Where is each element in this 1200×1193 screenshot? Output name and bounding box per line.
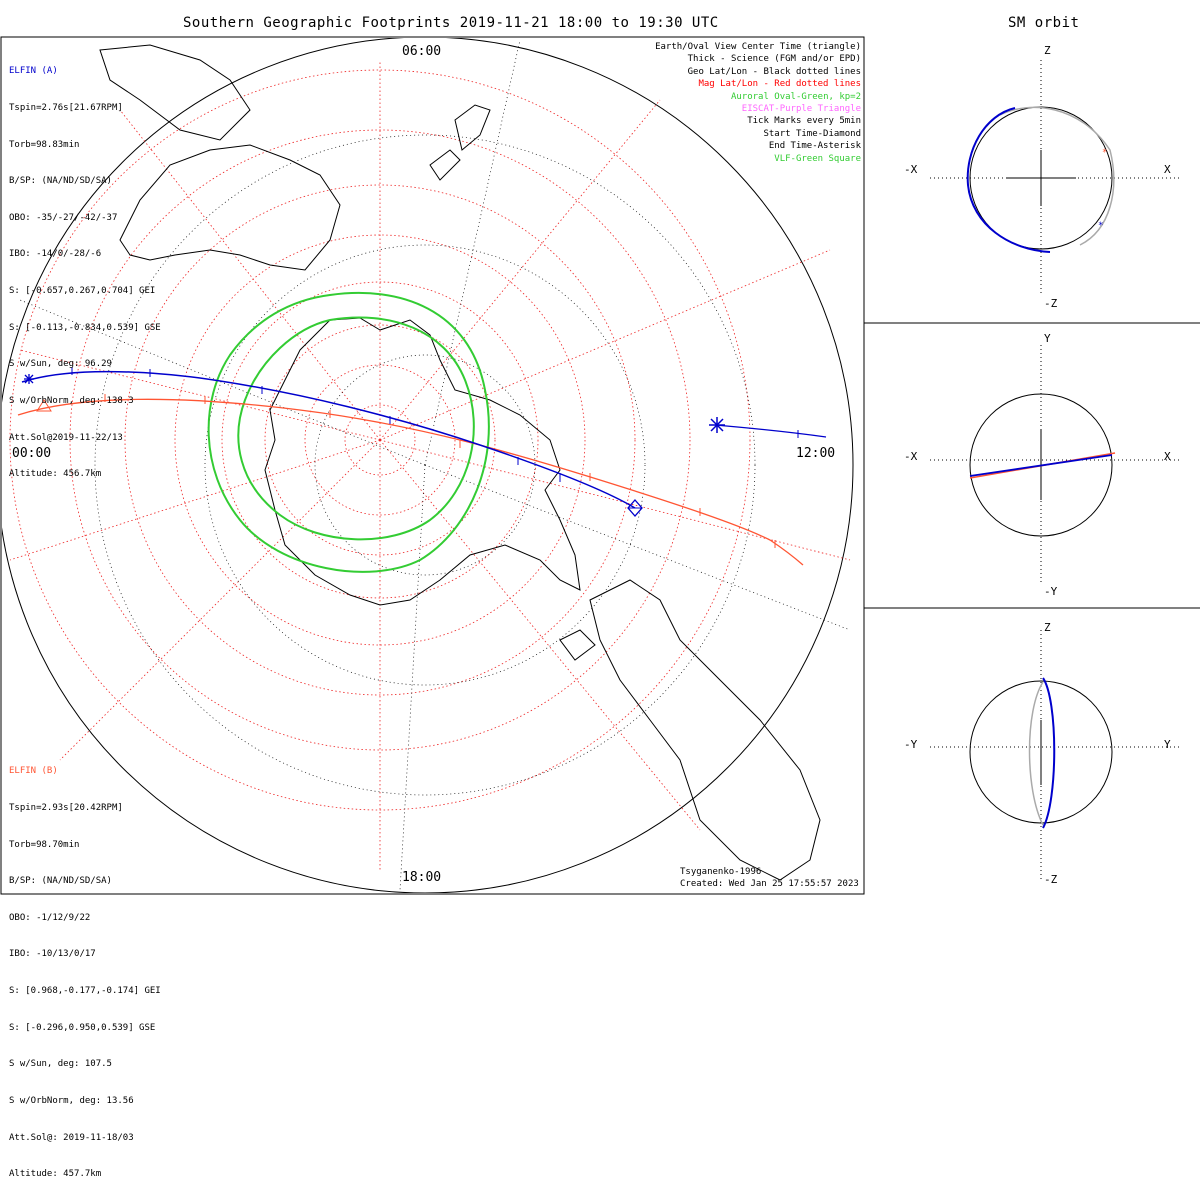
- legend-item: Thick - Science (FGM and/or EPD): [687, 54, 861, 65]
- elfin-a-info: ELFIN (A) Tspin=2.76s[21.67RPM] Torb=98.…: [9, 41, 161, 493]
- legend-item: Tick Marks every 5min: [747, 116, 861, 127]
- clock-label-top: 06:00: [402, 44, 442, 59]
- clock-label-bottom: 18:00: [402, 870, 442, 885]
- credit-created: Created: Wed Jan 25 17:55:57 2023: [680, 879, 859, 889]
- elfin-a-line: Torb=98.83min: [9, 139, 80, 150]
- map-title: Southern Geographic Footprints 2019-11-2…: [183, 15, 719, 31]
- p3-left-label: -Y: [904, 738, 918, 751]
- elfin-b-line: Torb=98.70min: [9, 839, 80, 850]
- p3-top-label: Z: [1044, 621, 1051, 634]
- legend-item: Start Time-Diamond: [763, 128, 861, 139]
- sm-orbit-panel-2: [930, 345, 1180, 585]
- sm-orbit-panel-1: * *: [930, 60, 1180, 295]
- p2-top-label: Y: [1044, 332, 1051, 345]
- elfin-b-line: S: [-0.296,0.950,0.539] GSE: [9, 1022, 156, 1033]
- elfin-a-line: S: [-0.113,-0.834,0.539] GSE: [9, 322, 161, 333]
- p2-left-label: -X: [904, 450, 918, 463]
- p1-bottom-label: -Z: [1044, 297, 1058, 310]
- elfin-b-line: IBO: -10/13/0/17: [9, 949, 96, 960]
- map-frame: [0, 36, 865, 895]
- p3-bottom-label: -Z: [1044, 873, 1058, 886]
- elfin-b-line: OBO: -1/12/9/22: [9, 912, 91, 923]
- p1-right-label: X: [1164, 163, 1171, 176]
- elfin-a-line: S w/Sun, deg: 96.29: [9, 359, 112, 370]
- p2-bottom-label: -Y: [1044, 585, 1058, 598]
- auroral-oval: [207, 291, 490, 573]
- p2-right-label: X: [1164, 450, 1171, 463]
- legend-item: Earth/Oval View Center Time (triangle): [655, 42, 861, 52]
- elfin-a-line: S w/OrbNorm, deg: 138.3: [9, 395, 134, 406]
- elfin-a-line: IBO: -14/0/-28/-6: [9, 249, 102, 260]
- elfin-b-center-triangle: [36, 399, 52, 412]
- elfin-a-track: [21, 370, 636, 509]
- elfin-b-line: Tspin=2.93s[20.42RPM]: [9, 803, 123, 814]
- elfin-b-line: S w/OrbNorm, deg: 13.56: [9, 1095, 134, 1106]
- svg-text:*: *: [1098, 221, 1103, 231]
- elfin-a-line: Altitude: 456.7km: [9, 469, 102, 480]
- legend-item: Mag Lat/Lon - Red dotted lines: [698, 79, 861, 90]
- sm-orbit-panel-3: [930, 630, 1180, 880]
- elfin-b-line: S w/Sun, deg: 107.5: [9, 1059, 112, 1070]
- elfin-a-line: Tspin=2.76s[21.67RPM]: [9, 103, 123, 114]
- end-asterisk: [709, 417, 725, 433]
- elfin-b-ticks: [104, 394, 776, 548]
- elfin-a-name: ELFIN (A): [9, 66, 58, 77]
- coastlines: [99, 44, 821, 881]
- elfin-a-track-2: [714, 424, 827, 438]
- elfin-a-line: Att.Sol@2019-11-22/13: [9, 432, 123, 443]
- svg-text:*: *: [1102, 148, 1107, 158]
- elfin-b-track: [17, 398, 804, 566]
- start-diamond: [627, 499, 643, 517]
- start-asterisk-a: [24, 374, 34, 384]
- clock-label-left: 00:00: [12, 446, 52, 461]
- elfin-b-line: Att.Sol@: 2019-11-18/03: [9, 1132, 134, 1143]
- legend: Earth/Oval View Center Time (triangle) T…: [655, 41, 861, 165]
- legend-item: VLF-Green Square: [774, 153, 861, 164]
- mag-lon-grid: [9, 60, 851, 870]
- elfin-a-line: OBO: -35/-27/-42/-37: [9, 212, 118, 223]
- sm-orbit-title: SM orbit: [1008, 15, 1080, 31]
- credit-model: Tsyganenko-1996: [680, 867, 762, 877]
- elfin-a-ticks: [71, 367, 799, 482]
- elfin-b-name: ELFIN (B): [9, 766, 58, 777]
- mag-lat-grid: [9, 69, 751, 811]
- legend-item: Geo Lat/Lon - Black dotted lines: [687, 66, 861, 77]
- elfin-b-line: S: [0.968,-0.177,-0.174] GEI: [9, 986, 161, 997]
- legend-item: EISCAT-Purple Triangle: [741, 104, 861, 115]
- elfin-b-line: B/SP: (NA/ND/SD/SA): [9, 876, 112, 887]
- earth-limb: [2, 38, 854, 893]
- legend-item: End Time-Asterisk: [768, 141, 861, 152]
- legend-item: Auroral Oval-Green, kp=2: [730, 91, 861, 102]
- p3-right-label: Y: [1164, 738, 1171, 751]
- elfin-b-line: Altitude: 457.7km: [9, 1169, 102, 1180]
- elfin-a-line: B/SP: (NA/ND/SD/SA): [9, 176, 112, 187]
- footprint-map-graphic: * *: [0, 36, 1200, 895]
- clock-label-right: 12:00: [796, 446, 836, 461]
- p1-left-label: -X: [904, 163, 918, 176]
- elfin-b-info: ELFIN (B) Tspin=2.93s[20.42RPM] Torb=98.…: [9, 741, 161, 1193]
- elfin-a-line: S: [-0.657,0.267,0.704] GEI: [9, 286, 156, 297]
- p1-top-label: Z: [1044, 44, 1051, 57]
